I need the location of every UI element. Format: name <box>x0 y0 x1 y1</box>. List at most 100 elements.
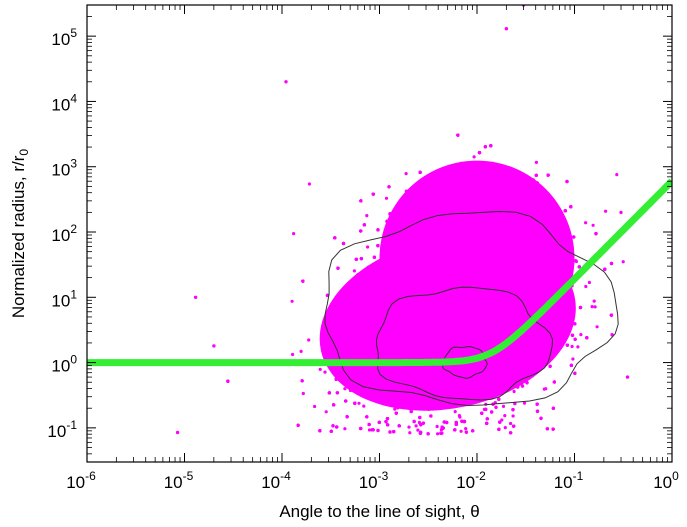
scatter-point <box>457 414 461 418</box>
scatter-point <box>494 405 498 409</box>
scatter-point <box>472 155 476 159</box>
scatter-point <box>352 269 356 273</box>
scatter-point <box>393 407 397 411</box>
scatter-point <box>357 401 361 405</box>
scatter-point <box>386 423 390 427</box>
scatter-point <box>471 429 475 433</box>
scatter-point <box>511 414 515 418</box>
scatter-point <box>460 419 464 423</box>
scatter-point <box>500 418 504 422</box>
scatter-point <box>569 363 574 367</box>
scatter-point <box>509 431 513 435</box>
scatter-point <box>535 409 540 413</box>
scatter-point <box>416 428 420 432</box>
scatter-point <box>594 232 598 236</box>
scatter-point <box>426 432 430 436</box>
scatter-point <box>385 417 390 421</box>
scatter-point <box>333 236 337 240</box>
scatter-point <box>407 425 411 429</box>
scatter-point <box>409 409 413 414</box>
scatter-point <box>595 325 599 329</box>
scatter-point <box>301 391 305 396</box>
scatter-point <box>485 417 489 421</box>
scatter-point <box>442 420 446 424</box>
scatter-point <box>483 145 487 149</box>
scatter-point <box>384 196 389 200</box>
scatter-point <box>318 367 322 371</box>
scatter-point <box>489 144 493 148</box>
scatter-point <box>621 260 625 264</box>
scatter-point <box>498 420 502 424</box>
scatter-point <box>571 357 575 361</box>
scatter-point <box>436 432 440 436</box>
scatter-point <box>584 284 588 289</box>
scatter-point <box>609 261 614 266</box>
scatter-point <box>331 424 335 428</box>
scatter-point <box>367 422 371 427</box>
scatter-point <box>332 403 336 407</box>
scatter-point <box>577 265 581 269</box>
scatter-point <box>551 427 555 431</box>
scatter-point <box>371 192 375 196</box>
scatter-point <box>464 427 468 431</box>
scatter-point <box>477 151 482 155</box>
scatter-point <box>459 429 463 433</box>
scatter-point <box>307 338 311 342</box>
scatter-point <box>587 280 592 285</box>
scatter-point <box>366 245 370 249</box>
scatter-point <box>318 429 322 433</box>
scatter-point <box>344 399 348 403</box>
scatter-point <box>359 257 363 261</box>
scatter-point <box>414 424 418 428</box>
scatter-point <box>572 235 576 239</box>
scatter-point <box>301 279 305 283</box>
scatter-point <box>453 428 457 432</box>
scatter-point <box>534 173 538 177</box>
scatter-point <box>441 426 445 430</box>
scatter-point <box>299 349 303 353</box>
scatter-point <box>591 223 595 227</box>
scatter-point <box>497 427 501 431</box>
scatter-point <box>484 407 488 411</box>
scatter-point <box>551 406 556 410</box>
scatter-point <box>419 423 423 427</box>
scatter-point <box>345 415 349 419</box>
scatter-point <box>323 370 327 374</box>
scatter-point <box>292 232 296 236</box>
scatter-point <box>394 411 398 415</box>
scatter-point <box>300 379 304 383</box>
scatter-point <box>376 228 380 232</box>
scatter-point <box>615 173 619 177</box>
scatter-point <box>454 420 458 425</box>
scatter-point <box>573 371 577 375</box>
scatter-point <box>590 305 594 309</box>
scatter-point <box>578 305 583 310</box>
scatter-point <box>367 428 372 432</box>
scatter-point <box>509 421 513 426</box>
scatter-point <box>404 172 408 176</box>
scatter-point <box>501 404 506 408</box>
scatter-point <box>307 182 311 186</box>
scatter-points-layer <box>175 5 630 436</box>
scatter-point <box>336 266 340 270</box>
scatter-point <box>512 389 516 394</box>
scatter-point <box>548 364 552 368</box>
scatter-point <box>290 299 294 303</box>
scatter-point <box>372 255 376 259</box>
scatter-point <box>324 410 328 414</box>
scatter-point <box>534 160 539 164</box>
scatter-point <box>335 391 339 395</box>
scatter-point <box>313 404 317 409</box>
scatter-point <box>535 402 539 406</box>
scatter-point <box>354 257 358 261</box>
scatter-point <box>327 391 331 395</box>
scatter-point <box>343 387 347 391</box>
scatter-point <box>574 259 578 263</box>
scatter-point <box>576 345 580 349</box>
scatter-point <box>392 430 396 434</box>
scatter-point <box>511 408 515 412</box>
scatter-point <box>570 344 574 349</box>
scatter-point <box>384 420 388 424</box>
scatter-point <box>291 352 295 357</box>
